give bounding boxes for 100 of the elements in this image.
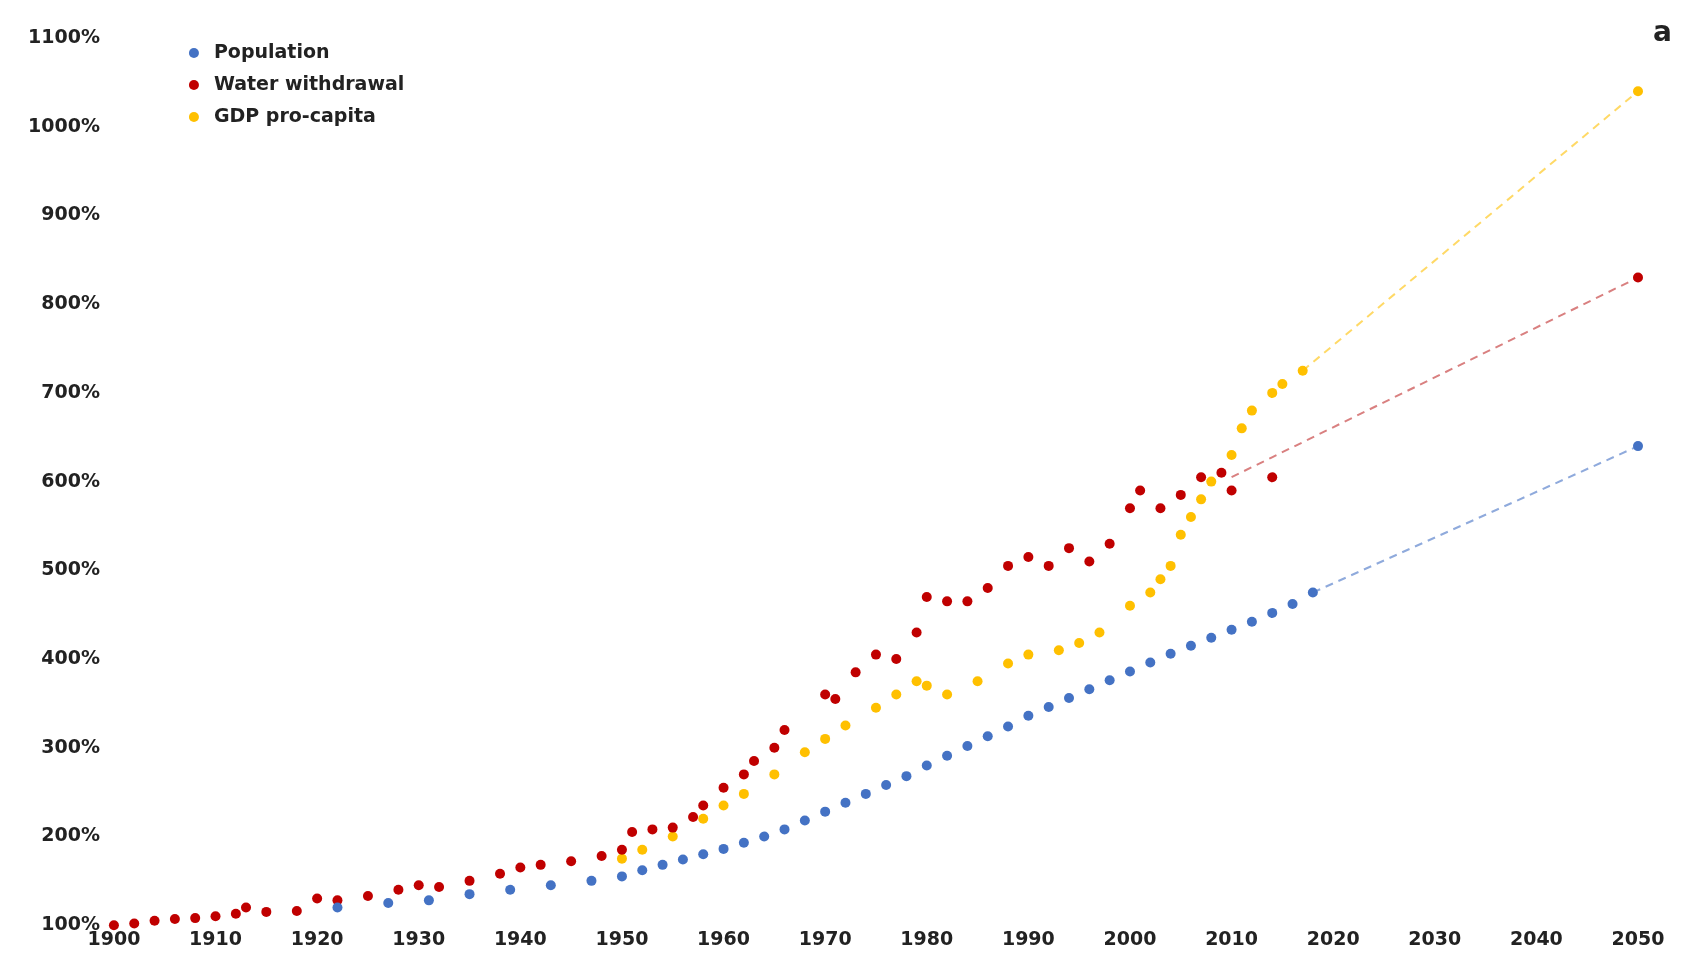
- x-tick-label: 1930: [392, 926, 446, 949]
- point: [464, 875, 475, 886]
- point: [1267, 472, 1278, 483]
- point: [962, 596, 973, 607]
- point: [698, 800, 709, 811]
- x-tick-label: 1980: [900, 926, 954, 949]
- point: [718, 800, 729, 811]
- point: [1165, 648, 1176, 659]
- y-tick-label: 700%: [41, 379, 100, 402]
- point: [1124, 666, 1135, 677]
- point: [1175, 489, 1186, 500]
- point: [169, 913, 180, 924]
- point: [393, 884, 404, 895]
- point: [1053, 645, 1064, 656]
- point: [535, 859, 546, 870]
- point: [1084, 684, 1095, 695]
- point: [1145, 657, 1156, 668]
- point: [1003, 658, 1014, 669]
- point: [190, 913, 201, 924]
- point: [464, 889, 475, 900]
- point: [749, 756, 760, 767]
- point: [362, 890, 373, 901]
- point: [515, 862, 526, 873]
- point: [332, 902, 343, 913]
- point: [1226, 624, 1237, 635]
- point: [1277, 379, 1288, 390]
- point: [637, 844, 648, 855]
- point: [718, 782, 729, 793]
- point: [942, 750, 953, 761]
- point: [210, 911, 221, 922]
- point: [1124, 503, 1135, 514]
- point: [942, 596, 953, 607]
- point: [1084, 556, 1095, 567]
- point: [616, 853, 627, 864]
- x-tick-label: 2010: [1205, 926, 1259, 949]
- point: [241, 902, 252, 913]
- y-tick-label: 200%: [41, 823, 100, 846]
- point: [1064, 543, 1075, 554]
- x-tick-label: 2050: [1611, 926, 1665, 949]
- point: [911, 627, 922, 638]
- point: [688, 811, 699, 822]
- point: [1094, 627, 1105, 638]
- point: [230, 908, 241, 919]
- point: [383, 898, 394, 909]
- point: [657, 859, 668, 870]
- point: [312, 893, 323, 904]
- x-tick-label: 2020: [1306, 926, 1360, 949]
- point: [616, 844, 627, 855]
- point: [921, 591, 932, 602]
- point: [779, 824, 790, 835]
- point: [820, 689, 831, 700]
- y-tick-label: 400%: [41, 645, 100, 668]
- point: [495, 868, 506, 879]
- point: [129, 918, 140, 929]
- point: [891, 654, 902, 665]
- point: [799, 815, 810, 826]
- point: [820, 733, 831, 744]
- point: [261, 906, 272, 917]
- point: [820, 806, 831, 817]
- point: [850, 667, 861, 678]
- point: [1267, 607, 1278, 618]
- point: [627, 827, 638, 838]
- point: [1124, 600, 1135, 611]
- x-tick-label: 1940: [493, 926, 547, 949]
- point: [1196, 494, 1207, 505]
- point: [1003, 560, 1014, 571]
- legend-label: Population: [213, 39, 330, 62]
- point: [982, 583, 993, 594]
- x-tick-label: 1950: [595, 926, 649, 949]
- point: [149, 915, 160, 926]
- point: [1175, 529, 1186, 540]
- point: [1633, 86, 1643, 97]
- y-tick-label: 900%: [41, 202, 100, 225]
- point: [1104, 675, 1115, 686]
- point: [566, 856, 577, 867]
- y-tick-label: 500%: [41, 557, 100, 580]
- point: [1206, 632, 1217, 643]
- point: [1185, 640, 1196, 651]
- y-tick-label: 300%: [41, 734, 100, 757]
- point: [1206, 476, 1217, 487]
- point: [982, 731, 993, 742]
- point: [860, 788, 871, 799]
- point: [942, 689, 953, 700]
- point: [840, 797, 851, 808]
- point: [881, 780, 892, 791]
- point: [738, 769, 749, 780]
- point: [1226, 449, 1237, 460]
- point: [870, 702, 881, 713]
- x-tick-label: 1990: [1001, 926, 1055, 949]
- point: [1307, 587, 1318, 598]
- point: [108, 920, 119, 931]
- y-tick-label: 1000%: [28, 113, 100, 136]
- x-tick-label: 1910: [189, 926, 242, 949]
- point: [1633, 441, 1643, 452]
- point: [545, 880, 556, 891]
- point: [1216, 467, 1227, 478]
- point: [1633, 272, 1643, 283]
- point: [1226, 485, 1237, 496]
- point: [586, 875, 597, 886]
- x-tick-label: 1920: [290, 926, 344, 949]
